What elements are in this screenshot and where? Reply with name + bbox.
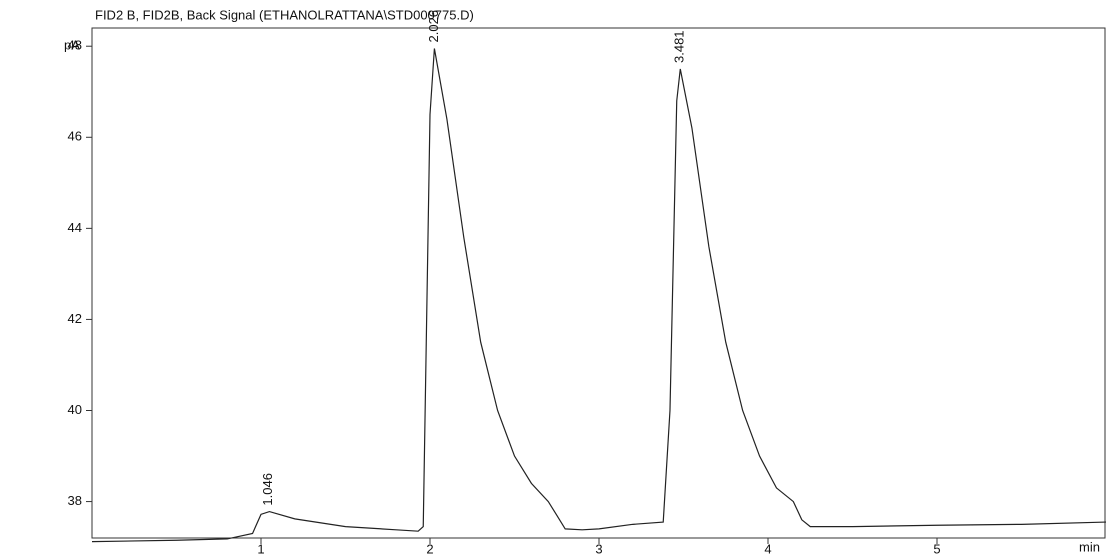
signal-trace [92,48,1106,541]
y-tick-label: 46 [68,129,82,144]
x-tick-label: 1 [257,541,264,556]
peak-label: 3.481 [672,30,687,63]
y-tick-label: 42 [68,311,82,326]
y-tick-label: 40 [68,402,82,417]
x-tick-label: 3 [595,541,602,556]
peak-label: 2.026 [426,10,441,43]
peak-label: 1.046 [260,473,275,506]
plot-frame [92,28,1105,538]
x-axis-label: min [1079,539,1100,554]
chart: FID2 B, FID2B, Back Signal (ETHANOLRATTA… [0,0,1106,556]
x-tick-label: 4 [764,541,771,556]
y-tick-label: 44 [68,220,82,235]
y-tick-label: 48 [68,38,82,53]
y-tick-label: 38 [68,493,82,508]
x-tick-label: 5 [933,541,940,556]
chart-title: FID2 B, FID2B, Back Signal (ETHANOLRATTA… [95,7,474,22]
x-tick-label: 2 [426,541,433,556]
